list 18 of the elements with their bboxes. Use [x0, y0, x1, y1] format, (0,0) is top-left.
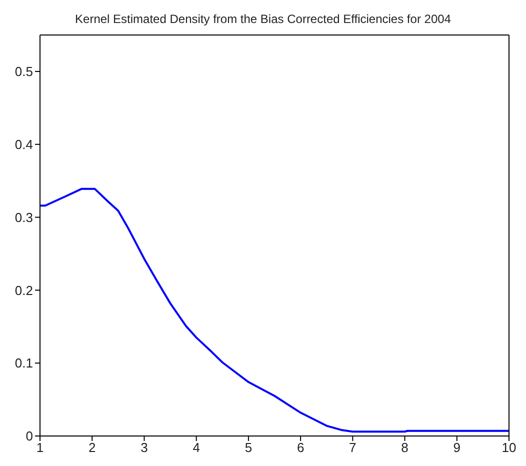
- y-tick-label: 0.1: [14, 356, 33, 371]
- x-tick-label: 7: [349, 440, 356, 456]
- y-tick-label: 0: [26, 428, 33, 444]
- x-tick-label: 2: [88, 440, 96, 456]
- x-tick-label: 4: [192, 440, 200, 456]
- line-series: [40, 188, 509, 433]
- x-tick-label: 6: [296, 440, 304, 456]
- x-tick-label: 1: [36, 440, 44, 456]
- x-tick-label: 8: [401, 440, 408, 456]
- x-tick-label: 3: [140, 440, 148, 456]
- x-tick-label: 10: [502, 440, 516, 456]
- y-tick-label: 0.3: [14, 210, 33, 225]
- chart-title: Kernel Estimated Density from the Bias Corrected Efficiencies for 2004: [74, 11, 452, 28]
- y-tick-label: 0.5: [14, 64, 33, 80]
- x-tick-label: 9: [453, 440, 461, 456]
- x-tick-label: 5: [244, 440, 252, 456]
- y-tick-label: 0.4: [14, 136, 33, 152]
- y-tick-label: 0.2: [14, 282, 33, 298]
